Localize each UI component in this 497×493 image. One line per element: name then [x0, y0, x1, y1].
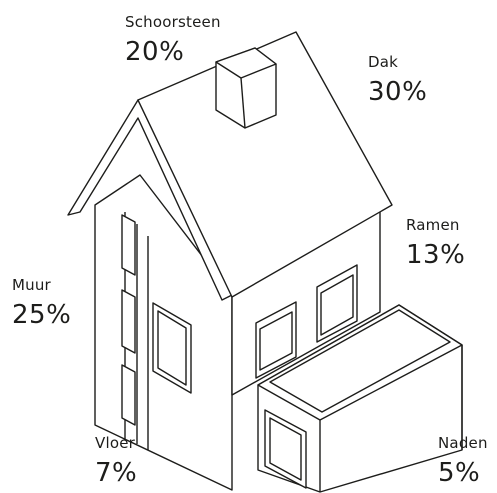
- wall-percent: 25%: [12, 300, 72, 330]
- front-windows: [255, 264, 358, 379]
- side-window: [152, 302, 192, 394]
- chimney-name: Schoorsteen: [125, 13, 221, 31]
- seams-percent: 5%: [438, 458, 481, 488]
- seams-name: Naden: [438, 434, 488, 452]
- windows-name: Ramen: [406, 216, 460, 234]
- label-chimney: Schoorsteen 20%: [125, 13, 221, 67]
- floor-percent: 7%: [95, 458, 138, 488]
- label-wall: Muur 25%: [12, 276, 71, 330]
- left-wall-windows: [121, 214, 136, 426]
- roof-percent: 30%: [368, 77, 428, 107]
- extension: [257, 304, 463, 493]
- chimney-percent: 20%: [125, 37, 185, 67]
- windows-percent: 13%: [406, 240, 466, 270]
- label-windows: Ramen 13%: [406, 216, 465, 270]
- floor-name: Vloer: [95, 434, 136, 452]
- wall-name: Muur: [12, 276, 51, 294]
- label-floor: Vloer 7%: [95, 434, 137, 488]
- chimney: [215, 47, 277, 129]
- label-roof: Dak 30%: [368, 53, 427, 107]
- label-seams: Naden 5%: [438, 434, 488, 488]
- roof-name: Dak: [368, 53, 399, 71]
